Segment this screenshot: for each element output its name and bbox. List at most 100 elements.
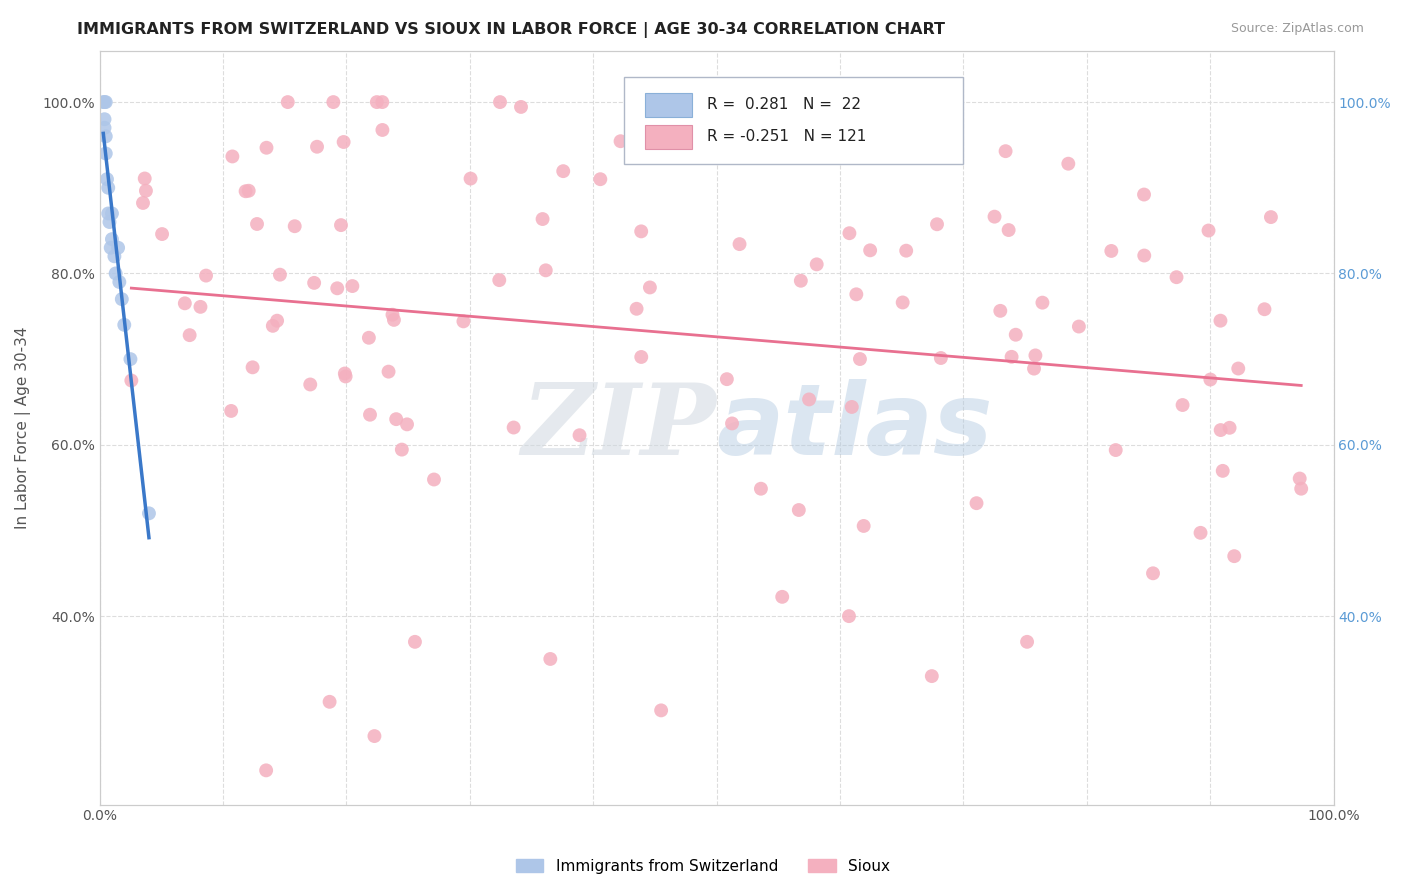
Point [371,95,394,109]
Point [91,95,114,109]
Point [721,417,744,431]
Point [359,408,381,422]
Point [93,95,115,109]
Point [385,412,408,426]
Point [1289,482,1312,496]
Text: IMMIGRANTS FROM SWITZERLAND VS SIOUX IN LABOR FORCE | AGE 30-34 CORRELATION CHAR: IMMIGRANTS FROM SWITZERLAND VS SIOUX IN … [77,22,945,38]
Point [1166,270,1188,285]
Point [538,652,561,666]
Point [1099,244,1122,258]
Point [841,400,863,414]
Point [254,764,277,778]
Point [453,314,475,328]
Point [921,669,943,683]
Point [650,703,672,717]
Point [929,351,952,365]
Point [852,519,875,533]
Point [749,482,772,496]
Point [1022,361,1045,376]
Point [382,313,405,327]
Point [235,184,257,198]
Point [997,223,1019,237]
Point [97,206,120,220]
Text: Source: ZipAtlas.com: Source: ZipAtlas.com [1230,22,1364,36]
Point [1209,423,1232,437]
Point [1189,525,1212,540]
Point [1142,566,1164,581]
Point [770,590,793,604]
Point [104,267,127,281]
Text: R =  0.281   N =  22: R = 0.281 N = 22 [707,97,860,112]
Point [630,224,652,238]
Point [489,95,512,109]
Point [246,217,269,231]
Point [94,95,117,109]
Point [238,184,260,198]
Point [510,100,533,114]
Point [1260,210,1282,224]
Point [1004,327,1026,342]
Point [1209,314,1232,328]
Point [1057,157,1080,171]
Point [342,279,364,293]
Point [1000,350,1022,364]
Point [626,301,648,316]
Text: atlas: atlas [717,379,993,476]
Point [806,257,828,271]
Point [994,144,1017,158]
Point [790,274,813,288]
Point [332,135,354,149]
Point [326,281,349,295]
Point [134,171,156,186]
Point [423,473,446,487]
Point [568,428,591,442]
Point [891,295,914,310]
Point [318,695,340,709]
Point [589,172,612,186]
Point [112,318,135,332]
Point [101,206,124,220]
Point [219,404,242,418]
Point [100,241,122,255]
Point [1133,248,1156,262]
Point [1227,361,1250,376]
Text: R = -0.251   N = 121: R = -0.251 N = 121 [707,129,866,145]
Point [531,212,554,227]
Point [1067,319,1090,334]
Point [269,268,291,282]
Point [650,139,672,153]
Point [101,232,124,246]
Point [925,217,948,231]
Point [1288,471,1310,485]
Y-axis label: In Labor Force | Age 30-34: In Labor Force | Age 30-34 [15,326,31,529]
Point [135,184,157,198]
Point [845,287,868,301]
Point [333,367,356,381]
Point [630,350,652,364]
Point [460,171,482,186]
Point [404,635,426,649]
Point [983,210,1005,224]
Point [93,120,115,135]
Point [366,95,388,109]
Point [256,141,278,155]
Point [371,123,394,137]
Point [838,226,860,240]
Point [107,241,129,255]
Point [1171,398,1194,412]
Point [488,273,510,287]
Point [93,112,115,127]
Point [1199,372,1222,386]
Legend: Immigrants from Switzerland, Sioux: Immigrants from Switzerland, Sioux [510,853,896,880]
Point [859,244,882,258]
Point [966,496,988,510]
Point [173,296,195,310]
Point [221,149,243,163]
Point [242,360,264,375]
FancyBboxPatch shape [645,93,692,117]
Point [1105,443,1128,458]
Point [94,146,117,161]
Point [132,196,155,211]
Point [870,95,893,109]
Point [1024,348,1046,362]
